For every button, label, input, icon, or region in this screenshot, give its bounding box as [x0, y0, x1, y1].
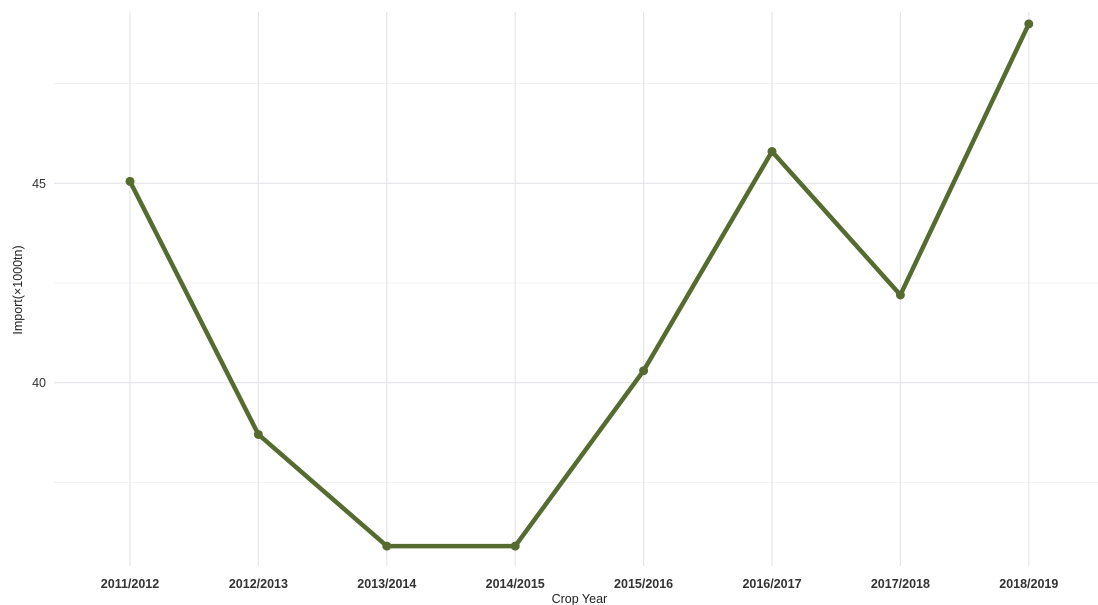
grid — [54, 12, 1098, 566]
data-point — [767, 146, 777, 156]
y-axis-title: Import(×1000tn) — [11, 245, 25, 334]
x-axis-title: Crop Year — [552, 592, 608, 605]
x-tick-label: 2013/2014 — [357, 577, 416, 591]
x-tick-label: 2018/2019 — [999, 577, 1058, 591]
x-tick-label: 2017/2018 — [871, 577, 930, 591]
y-tick-label: 45 — [32, 177, 46, 191]
data-point — [895, 290, 905, 300]
data-point — [510, 541, 520, 551]
x-tick-label: 2014/2015 — [486, 577, 545, 591]
series-layer — [125, 19, 1034, 551]
y-tick-label: 40 — [32, 376, 46, 390]
data-point — [382, 541, 392, 551]
series-line — [127, 21, 1032, 549]
data-point — [253, 429, 263, 439]
x-tick-label: 2015/2016 — [614, 577, 673, 591]
x-tick-label: 2011/2012 — [101, 577, 159, 591]
data-point — [639, 366, 649, 376]
x-tick-label: 2016/2017 — [742, 577, 801, 591]
data-point — [1024, 19, 1034, 29]
data-point — [125, 176, 135, 186]
y-axis-ticks: 40 45 — [32, 177, 46, 390]
x-axis-ticks: 2011/2012 2012/2013 2013/2014 2014/2015 2015… — [101, 577, 1059, 591]
x-tick-label: 2012/2013 — [229, 577, 288, 591]
